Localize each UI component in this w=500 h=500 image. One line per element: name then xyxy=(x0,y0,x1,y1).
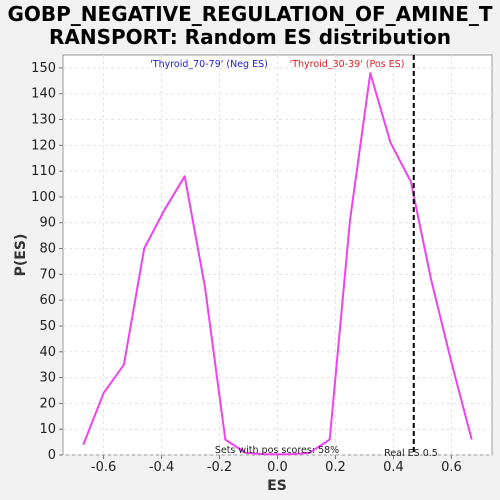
chart-title-line-1: GOBP_NEGATIVE_REGULATION_OF_AMINE_T xyxy=(7,2,492,26)
y-tick-label: 150 xyxy=(31,61,56,76)
y-tick-label: 110 xyxy=(31,164,56,179)
y-tick-label: 70 xyxy=(39,267,56,282)
x-tick-label: -0.2 xyxy=(207,460,232,475)
y-tick-label: 60 xyxy=(39,293,56,308)
chart-title-line-2: RANSPORT: Random ES distribution xyxy=(49,25,451,49)
y-axis-ticks: 0 10 20 30 40 50 60 70 80 90 100 110 120 130 140 150 xyxy=(31,61,63,463)
x-tick-label: 0.6 xyxy=(441,460,462,475)
x-tick-label: -0.6 xyxy=(91,460,116,475)
grid-lines xyxy=(63,55,492,456)
y-tick-label: 90 xyxy=(39,216,56,231)
y-tick-label: 100 xyxy=(31,190,56,205)
y-tick-label: 0 xyxy=(48,448,56,463)
y-tick-label: 120 xyxy=(31,138,56,153)
y-tick-label: 10 xyxy=(39,422,56,437)
y-tick-label: 130 xyxy=(31,113,56,128)
y-tick-label: 40 xyxy=(39,345,56,360)
y-tick-label: 20 xyxy=(39,396,56,411)
series-group xyxy=(82,72,473,456)
x-tick-label: 0.4 xyxy=(383,460,404,475)
legend-neg-es: 'Thyroid_70-79' (Neg ES) xyxy=(150,59,268,70)
x-axis-ticks: -0.6 -0.4 -0.2 0.0 0.2 0.4 0.6 xyxy=(91,455,462,475)
y-tick-label: 50 xyxy=(39,319,56,334)
y-tick-label: 30 xyxy=(39,371,56,386)
y-tick-label: 80 xyxy=(39,242,56,257)
y-axis-label: P(ES) xyxy=(13,234,29,277)
x-tick-label: -0.4 xyxy=(149,460,174,475)
series-line xyxy=(82,72,473,456)
y-tick-label: 140 xyxy=(31,87,56,102)
x-tick-label: 0.0 xyxy=(267,460,288,475)
x-axis-label: ES xyxy=(267,478,287,494)
real-es-label: Real ES 0.5 xyxy=(384,448,438,459)
x-tick-label: 0.2 xyxy=(325,460,346,475)
legend-pos-es: 'Thyroid_30-39' (Pos ES) xyxy=(290,59,405,70)
pos-scores-label: Sets with pos scores: 58% xyxy=(215,445,339,456)
